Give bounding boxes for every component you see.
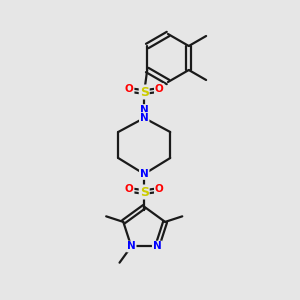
Text: N: N xyxy=(140,105,148,115)
Text: O: O xyxy=(125,84,134,94)
Text: N: N xyxy=(140,113,148,123)
Text: N: N xyxy=(127,242,136,251)
Text: O: O xyxy=(155,84,164,94)
Text: O: O xyxy=(125,184,134,194)
Text: S: S xyxy=(140,85,149,98)
Text: O: O xyxy=(155,184,164,194)
Text: S: S xyxy=(140,185,149,199)
Text: N: N xyxy=(140,169,148,179)
Text: N: N xyxy=(153,242,161,251)
